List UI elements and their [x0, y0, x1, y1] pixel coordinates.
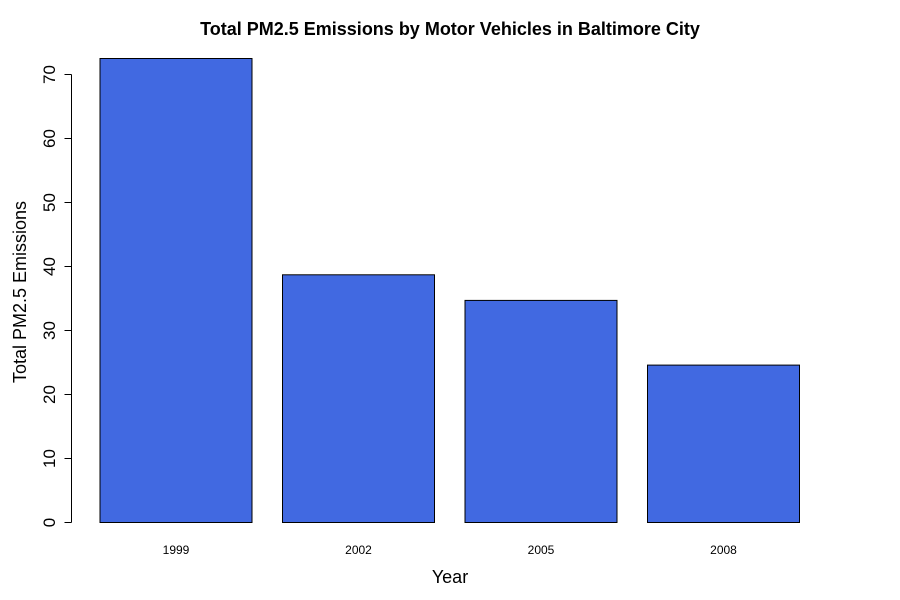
chart-title: Total PM2.5 Emissions by Motor Vehicles …	[200, 19, 700, 39]
y-tick-label-50: 50	[40, 193, 59, 212]
x-tick-label-2008: 2008	[710, 543, 737, 557]
bar-2008	[647, 364, 800, 523]
y-tick-label-60: 60	[40, 129, 59, 148]
y-tick-label-70: 70	[40, 65, 59, 84]
bar-2002	[282, 274, 435, 523]
x-tick-labels: 1999 2002 2005 2008	[163, 543, 738, 557]
y-tick-label-20: 20	[40, 385, 59, 404]
y-tick-label-40: 40	[40, 257, 59, 276]
bar-1999	[99, 58, 253, 523]
y-tick-label-10: 10	[40, 449, 59, 468]
y-axis: 0 10 20 30 40 50 60 70	[40, 65, 72, 527]
y-tick-label-30: 30	[40, 321, 59, 340]
x-tick-label-1999: 1999	[163, 543, 190, 557]
y-tick-label-0: 0	[40, 518, 59, 527]
x-tick-label-2002: 2002	[345, 543, 372, 557]
bars-group	[99, 58, 800, 523]
x-tick-label-2005: 2005	[528, 543, 555, 557]
bar-2005	[464, 299, 618, 523]
y-axis-label: Total PM2.5 Emissions	[10, 201, 30, 383]
x-axis-label: Year	[432, 567, 468, 587]
